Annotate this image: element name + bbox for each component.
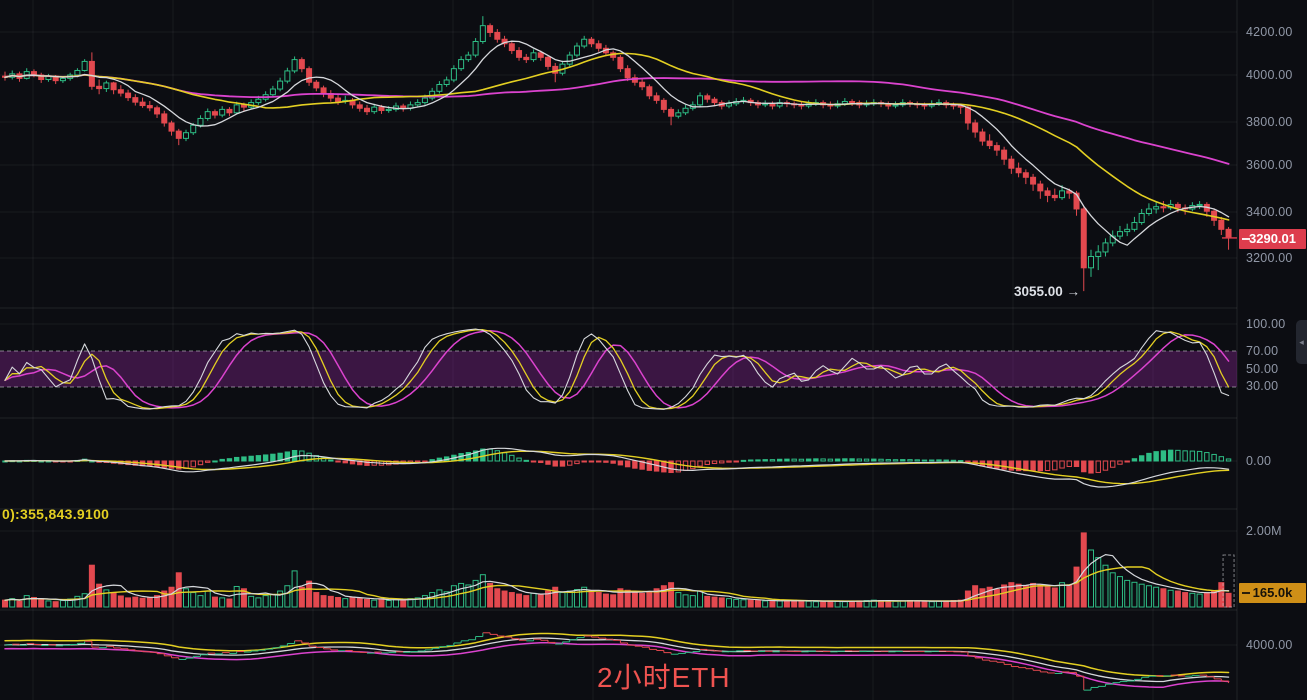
oscillator-axis-label: 70.00	[1246, 344, 1279, 358]
last-volume-badge: 165.0k	[1239, 583, 1306, 603]
grid-lines	[0, 0, 1238, 700]
volume-tick-icon	[1242, 592, 1250, 594]
overview-panel	[4, 632, 1230, 691]
price-axis-label: 4200.00	[1246, 25, 1293, 39]
price-axis-label: 3600.00	[1246, 158, 1293, 172]
volume-ma-indicator-label: 0):355,843.9100	[2, 506, 110, 522]
oscillator-axis-label: 30.00	[1246, 379, 1279, 393]
price-panel-candles	[2, 16, 1232, 292]
price-axis-label: 3200.00	[1246, 251, 1293, 265]
timeframe-symbol-watermark: 2小时ETH	[597, 662, 731, 693]
chevron-left-icon: ◂	[1299, 337, 1304, 347]
price-tick-icon	[1242, 238, 1250, 240]
price-panel-ma-lines	[4, 40, 1237, 246]
macd-axis-label: 0.00	[1246, 454, 1272, 468]
oscillator-axis-label: 50.00	[1246, 362, 1279, 376]
volume-panel	[2, 532, 1235, 608]
macd-panel	[2, 447, 1232, 488]
low-price-annotation: 3055.00 →	[1013, 284, 1080, 299]
price-axis-label: 3400.00	[1246, 205, 1293, 219]
overview-axis-label: 4000.00	[1246, 638, 1293, 652]
price-axis-label: 3800.00	[1246, 115, 1293, 129]
volume-axis-label: 2.00M	[1246, 524, 1282, 538]
last-price-badge: 3290.01	[1239, 229, 1306, 249]
price-axis-label: 4000.00	[1246, 68, 1293, 82]
oscillator-axis-label: 100.00	[1246, 317, 1286, 331]
oscillator-panel	[0, 328, 1237, 410]
panel-collapse-handle[interactable]: ◂	[1296, 320, 1307, 364]
